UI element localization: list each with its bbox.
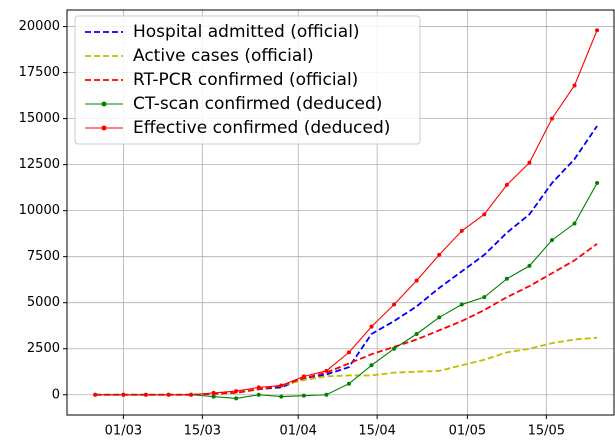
x-tick-label: 15/03 — [184, 424, 221, 439]
series-marker — [211, 390, 216, 395]
series-marker — [301, 393, 306, 398]
series-marker — [459, 228, 464, 233]
legend-label: CT-scan confirmed (deduced) — [133, 94, 382, 114]
series-marker — [211, 394, 216, 399]
legend-label: Active cases (official) — [133, 46, 314, 66]
y-tick-label: 20000 — [19, 19, 60, 34]
series-line — [95, 336, 598, 396]
series-marker — [324, 392, 329, 397]
series-marker — [595, 181, 600, 186]
series-marker — [504, 276, 509, 281]
series-marker — [301, 374, 306, 379]
series-marker — [549, 238, 554, 243]
series-marker — [437, 252, 442, 257]
series-marker — [234, 396, 239, 401]
series-marker — [121, 392, 126, 397]
series-marker — [414, 278, 419, 283]
series-marker — [189, 392, 194, 397]
series-marker — [279, 383, 284, 388]
x-tick-label: 01/05 — [449, 424, 486, 439]
series-line — [95, 125, 598, 396]
series-marker — [459, 302, 464, 307]
legend-marker — [101, 125, 107, 131]
series-marker — [256, 392, 261, 397]
series-marker — [549, 116, 554, 121]
y-tick-label: 17500 — [19, 65, 60, 80]
series-marker — [369, 324, 374, 329]
series-marker — [572, 221, 577, 226]
series-marker — [482, 295, 487, 300]
series-marker — [437, 315, 442, 320]
legend-box — [74, 15, 421, 145]
series-marker — [572, 83, 577, 88]
series-marker — [166, 392, 171, 397]
legend-label: Effective confirmed (deduced) — [133, 118, 390, 138]
y-tick-label: 0 — [52, 387, 60, 402]
y-tick-label: 10000 — [19, 203, 60, 218]
series-marker — [234, 389, 239, 394]
x-tick-label: 15/05 — [528, 424, 565, 439]
series-marker — [595, 28, 600, 33]
legend: Hospital admitted (official) Active cases… — [74, 15, 421, 145]
y-tick-label: 15000 — [19, 111, 60, 126]
plot-frame — [66, 9, 615, 416]
x-tick-label: 01/03 — [105, 424, 142, 439]
series-marker — [324, 368, 329, 373]
series-marker — [369, 363, 374, 368]
legend-marker — [101, 101, 107, 107]
series-marker — [527, 263, 532, 268]
x-tick-label: 15/04 — [358, 424, 395, 439]
series-marker — [143, 392, 148, 397]
series-marker — [93, 392, 98, 397]
y-tick-label: 5000 — [27, 295, 60, 310]
x-tick-label: 01/04 — [279, 424, 316, 439]
series-marker — [392, 302, 397, 307]
series-marker — [504, 182, 509, 187]
y-tick-label: 2500 — [27, 341, 60, 356]
legend-label: Hospital admitted (official) — [133, 22, 360, 42]
series-marker — [346, 381, 351, 386]
y-tick-label: 12500 — [19, 157, 60, 172]
series-marker — [279, 394, 284, 399]
series-marker — [527, 160, 532, 165]
series-marker — [392, 346, 397, 351]
legend-label: RT-PCR confirmed (official) — [133, 70, 358, 90]
series-marker — [256, 385, 261, 390]
series-marker — [346, 350, 351, 355]
y-tick-label: 7500 — [27, 249, 60, 264]
series-marker — [482, 212, 487, 217]
series-marker — [414, 332, 419, 336]
